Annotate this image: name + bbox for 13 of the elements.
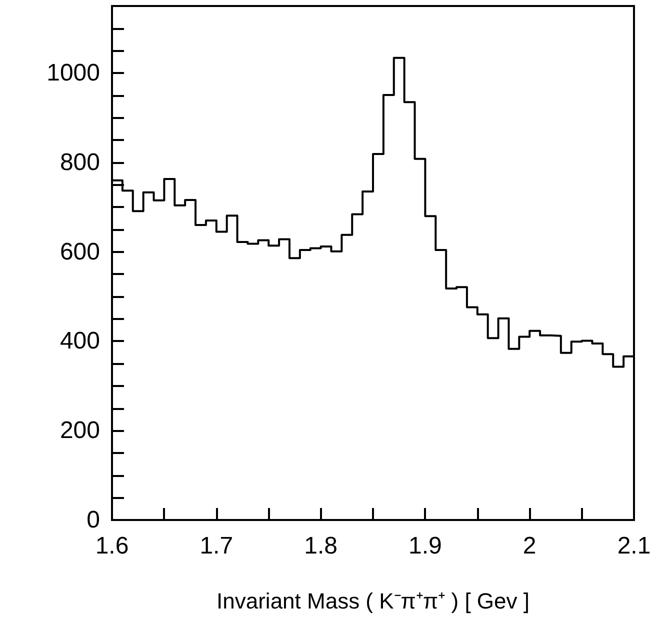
x-tick-label: 1.7 [200,532,234,560]
y-tick-label: 200 [60,417,100,444]
x-tick-label: 1.9 [408,532,442,560]
y-tick-label: 0 [86,506,100,534]
x-tick-label: 1.6 [95,532,129,560]
y-tick-label: 400 [60,328,100,355]
x-tick-label: 2.1 [617,532,651,560]
x-axis-title: Invariant Mass ( K⁻π⁺π⁺ ) [ Gev ] [216,588,530,614]
x-tick-label: 2 [522,532,536,560]
y-tick-label: 800 [60,148,100,176]
y-tick-label: 1000 [46,60,100,87]
x-tick-label: 1.8 [304,532,338,560]
y-tick-label: 600 [60,238,100,266]
